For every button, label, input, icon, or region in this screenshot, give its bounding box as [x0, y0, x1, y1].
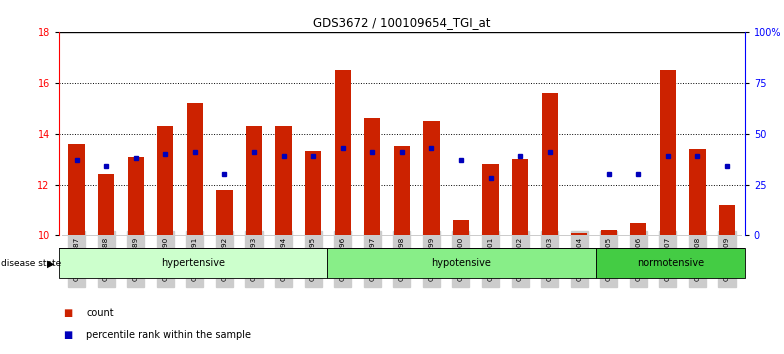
Bar [453, 220, 469, 235]
Bar [596, 248, 745, 278]
Bar [689, 149, 706, 235]
Bar [660, 70, 676, 235]
Text: normotensive: normotensive [637, 258, 704, 268]
Bar [719, 205, 735, 235]
Bar [364, 118, 380, 235]
Bar [305, 152, 321, 235]
Bar [275, 126, 292, 235]
Text: ■: ■ [63, 308, 72, 318]
Bar [157, 126, 173, 235]
Bar [187, 103, 203, 235]
Bar [601, 230, 617, 235]
Bar [246, 126, 262, 235]
Text: hypertensive: hypertensive [161, 258, 225, 268]
Bar [98, 175, 114, 235]
Bar [216, 190, 233, 235]
Bar [571, 233, 587, 235]
Text: ■: ■ [63, 330, 72, 339]
Title: GDS3672 / 100109654_TGI_at: GDS3672 / 100109654_TGI_at [313, 16, 491, 29]
Text: disease state: disease state [1, 259, 61, 268]
Bar [394, 146, 410, 235]
Bar [542, 93, 557, 235]
Bar [59, 248, 327, 278]
Bar [423, 121, 440, 235]
Text: hypotensive: hypotensive [431, 258, 492, 268]
Bar [128, 156, 143, 235]
Bar [335, 70, 350, 235]
Text: percentile rank within the sample: percentile rank within the sample [86, 330, 251, 339]
Text: count: count [86, 308, 114, 318]
Bar [482, 164, 499, 235]
Bar [68, 144, 85, 235]
Bar [512, 159, 528, 235]
Bar [327, 248, 596, 278]
Text: ▶: ▶ [47, 259, 55, 269]
Bar [630, 223, 647, 235]
